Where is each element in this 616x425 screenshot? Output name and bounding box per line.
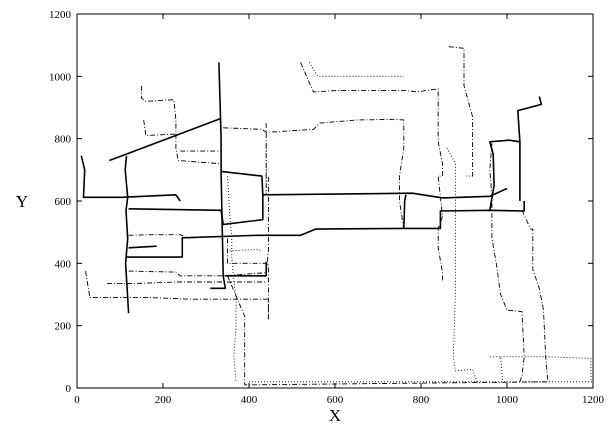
route-line-11: [403, 194, 407, 229]
route-line-35: [500, 356, 592, 382]
route-line-36: [489, 356, 504, 382]
route-line-5: [128, 187, 508, 226]
y-tick-label: 400: [55, 258, 72, 270]
route-line-2: [124, 155, 130, 314]
route-line-22: [128, 176, 269, 277]
y-tick-label: 800: [55, 134, 72, 146]
x-tick-label: 800: [413, 394, 430, 406]
route-line-19: [300, 62, 443, 282]
route-line-20: [448, 46, 474, 177]
y-tick-label: 1000: [49, 71, 72, 83]
x-tick-label: 600: [327, 394, 344, 406]
route-line-7: [126, 201, 526, 258]
route-line-24: [107, 281, 267, 285]
route-line-25: [227, 238, 269, 320]
y-axis-ticks: 0 200 400 600 800 1000 1200: [49, 9, 593, 395]
plot-lines: [80, 46, 593, 386]
route-line-14: [141, 85, 219, 165]
route-line-15: [143, 119, 176, 136]
y-tick-label: 200: [55, 321, 72, 333]
route-line-29: [308, 62, 404, 77]
x-tick-label: 400: [241, 394, 258, 406]
route-line-12: [488, 139, 521, 211]
route-line-10: [225, 261, 268, 277]
route-line-8: [128, 245, 157, 249]
y-axis-label: Y: [16, 192, 28, 211]
route-line-4: [218, 62, 222, 173]
route-line-34: [446, 147, 478, 382]
route-line-32: [229, 248, 263, 252]
route-line-23: [85, 271, 269, 320]
plot-area-frame: [76, 13, 594, 389]
y-tick-label: 0: [66, 383, 72, 395]
x-axis-label: X: [329, 406, 341, 425]
x-tick-label: 1200: [582, 394, 605, 406]
y-tick-label: 1200: [49, 9, 72, 21]
route-line-27: [489, 143, 525, 382]
x-tick-label: 0: [74, 394, 80, 406]
route-line-31: [227, 176, 237, 382]
x-tick-label: 200: [155, 394, 172, 406]
route-line-13: [516, 96, 543, 142]
route-line-6: [221, 170, 264, 195]
route-line-9: [210, 172, 227, 290]
y-tick-label: 600: [55, 196, 72, 208]
x-tick-label: 1000: [496, 394, 519, 406]
route-line-3: [109, 117, 222, 162]
route-line-18: [223, 118, 405, 230]
route-line-26: [227, 275, 551, 386]
route-line-28: [521, 210, 549, 382]
route-line-1: [80, 155, 181, 202]
route-line-21: [128, 234, 189, 239]
x-axis-ticks: 0 200 400 600 800 1000 1200: [74, 14, 605, 406]
